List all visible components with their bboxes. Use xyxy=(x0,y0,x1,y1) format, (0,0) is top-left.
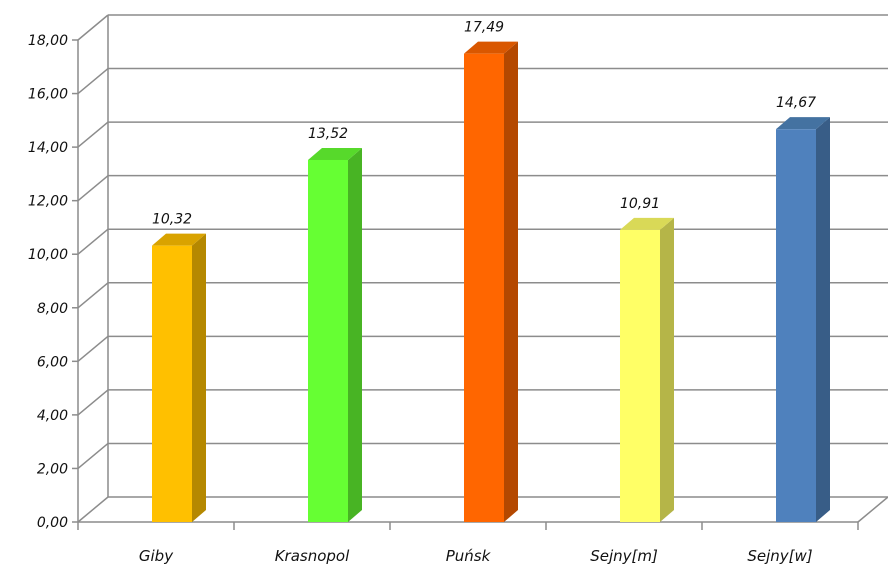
data-label: 17,49 xyxy=(464,20,504,36)
x-tick-label: Sejny[m] xyxy=(590,547,658,565)
data-label: 14,67 xyxy=(776,95,816,111)
bar-front xyxy=(308,160,348,522)
bar-front xyxy=(620,230,660,522)
y-tick-label: 2,00 xyxy=(37,461,68,477)
bar-Giby xyxy=(152,234,206,522)
bar-front xyxy=(776,129,816,522)
y-tick-label: 0,00 xyxy=(37,515,68,531)
bar-side xyxy=(348,148,362,522)
bars xyxy=(152,42,830,522)
y-tick-label: 8,00 xyxy=(37,301,68,317)
bar-side xyxy=(660,218,674,522)
data-label: 10,32 xyxy=(152,212,192,228)
gridline-side xyxy=(78,283,108,308)
y-tick-label: 18,00 xyxy=(28,33,68,49)
bar-side xyxy=(192,234,206,522)
x-tick-label: Puńsk xyxy=(446,547,492,565)
data-label: 13,52 xyxy=(308,126,348,142)
gridline-side xyxy=(78,69,108,94)
gridline-side xyxy=(78,15,108,40)
y-axis-ticks: 0,00 2,00 4,00 6,00 8,00 10,00 12,00 14,00 16,00… xyxy=(28,33,78,531)
y-tick-label: 10,00 xyxy=(28,247,68,263)
bar-Sejny[m] xyxy=(620,218,674,522)
y-tick-label: 12,00 xyxy=(28,194,68,210)
x-tick-label: Krasnopol xyxy=(275,547,350,565)
gridline-side xyxy=(78,336,108,361)
gridline-side xyxy=(78,497,108,522)
bar-front xyxy=(152,246,192,522)
bar-side xyxy=(816,117,830,522)
y-tick-label: 6,00 xyxy=(37,354,68,370)
x-axis-ticks: Giby Krasnopol Puńsk Sejny[m] Sejny[w] xyxy=(78,522,858,565)
data-label: 10,91 xyxy=(620,196,660,212)
bar-Sejny[w] xyxy=(776,117,830,522)
bar-Puńsk xyxy=(464,42,518,522)
x-tick-label: Sejny[w] xyxy=(747,547,812,565)
y-tick-label: 14,00 xyxy=(28,140,68,156)
bar-Krasnopol xyxy=(308,148,362,522)
y-tick-label: 16,00 xyxy=(28,87,68,103)
x-tick-label: Giby xyxy=(139,547,174,565)
gridline-side xyxy=(78,390,108,415)
bar-front xyxy=(464,54,504,522)
floor-edge xyxy=(858,497,888,522)
y-tick-label: 4,00 xyxy=(37,408,68,424)
gridline-side xyxy=(78,176,108,201)
gridline-side xyxy=(78,122,108,147)
bar-side xyxy=(504,42,518,522)
gridline-side xyxy=(78,443,108,468)
gridline-side xyxy=(78,229,108,254)
